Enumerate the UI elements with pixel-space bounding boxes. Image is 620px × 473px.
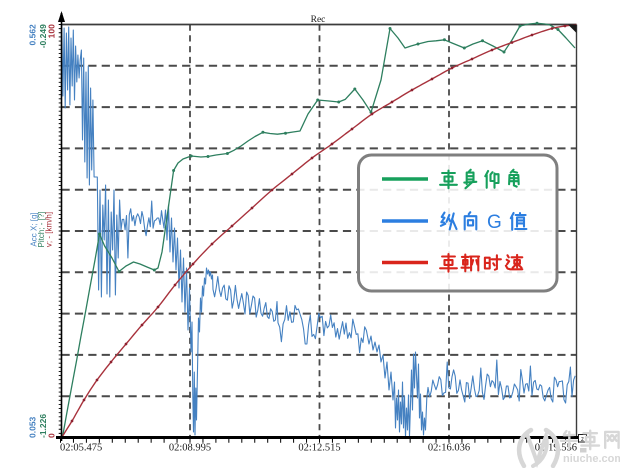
svg-text:v; - [km/h]: v; - [km/h] xyxy=(45,212,54,247)
svg-text:z: z xyxy=(581,437,584,443)
svg-text:Pitch; - [?]: Pitch; - [?] xyxy=(37,211,46,247)
svg-text:100: 100 xyxy=(47,24,57,38)
svg-text:Rec: Rec xyxy=(311,15,326,25)
svg-text:niuche.com: niuche.com xyxy=(563,453,620,465)
svg-text:02:16.036: 02:16.036 xyxy=(428,443,470,454)
svg-text:Acc X; [g]: Acc X; [g] xyxy=(30,212,39,246)
svg-text:02:05.475: 02:05.475 xyxy=(60,443,102,454)
svg-text:-0.249: -0.249 xyxy=(38,24,48,48)
svg-text:0.053: 0.053 xyxy=(28,416,38,438)
svg-text:02:08.995: 02:08.995 xyxy=(169,443,211,454)
svg-text:G: G xyxy=(487,212,502,233)
svg-text:-1.226: -1.226 xyxy=(38,414,48,438)
svg-text:0.562: 0.562 xyxy=(28,24,38,46)
svg-text:0: 0 xyxy=(47,433,57,438)
svg-text:02:12.515: 02:12.515 xyxy=(298,443,340,454)
